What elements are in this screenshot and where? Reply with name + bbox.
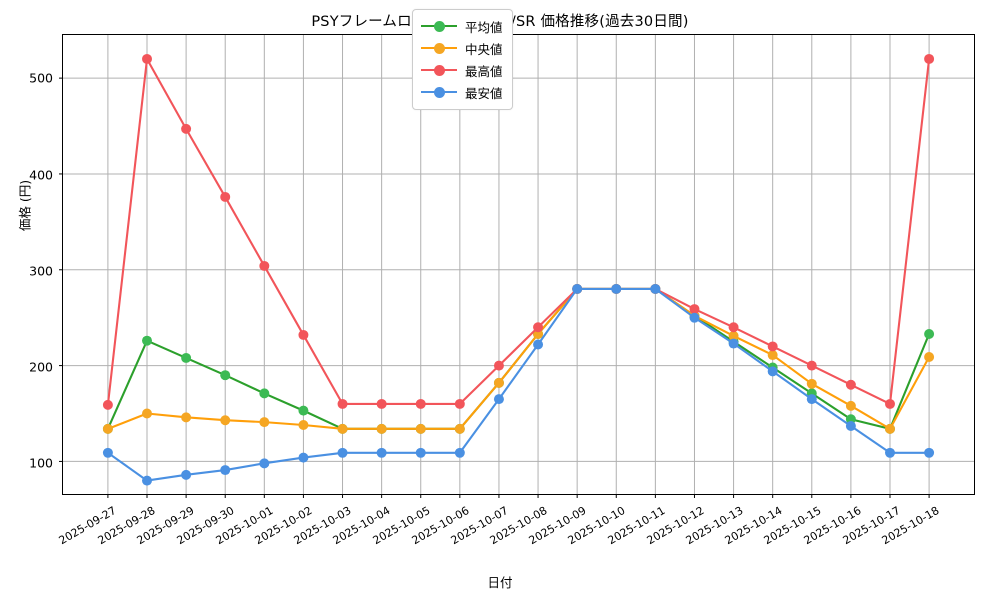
series-line (106, 287, 931, 430)
legend-marker-icon (421, 63, 457, 77)
legend-item[interactable]: 最高値 (421, 59, 503, 81)
y-tick-label: 100 (29, 455, 53, 471)
series-line (106, 57, 931, 406)
y-tick-label: 200 (29, 359, 53, 375)
data-point (689, 312, 700, 323)
data-point (142, 475, 152, 486)
x-tick-label: 2025-10-18 (879, 504, 942, 548)
data-point (142, 408, 152, 419)
data-point (806, 360, 817, 371)
plot-area: 100 200 300 400 500 2025-09-27 2025-09-28 2025… (29, 34, 975, 547)
data-point (845, 420, 856, 431)
data-point (885, 423, 895, 434)
legend-item[interactable]: 中央値 (421, 37, 503, 59)
data-point (298, 405, 309, 416)
data-point (454, 447, 465, 458)
data-point (220, 465, 231, 476)
series-line (106, 287, 931, 482)
data-point (259, 260, 270, 271)
data-point (493, 377, 504, 388)
data-point (924, 351, 935, 362)
data-point (767, 341, 778, 352)
data-point (181, 123, 192, 134)
data-point (298, 452, 309, 463)
data-point (142, 53, 152, 64)
data-point (415, 447, 426, 458)
data-point (454, 398, 465, 409)
data-point (337, 423, 348, 434)
data-point (142, 335, 152, 346)
data-point (259, 458, 270, 469)
legend-label: 最高値 (465, 63, 503, 79)
data-point (415, 398, 426, 409)
data-point (924, 53, 935, 64)
data-point (220, 415, 231, 426)
data-point (337, 398, 348, 409)
data-point (845, 400, 856, 411)
data-point (102, 399, 113, 410)
legend-label: 中央値 (465, 41, 503, 57)
data-point (376, 447, 387, 458)
data-point (493, 394, 504, 405)
y-tick-label: 500 (29, 70, 53, 86)
data-point (220, 370, 231, 381)
legend-marker-icon (421, 41, 457, 55)
data-point (220, 191, 231, 202)
data-point (298, 329, 309, 340)
series-lines (102, 53, 935, 486)
data-point (572, 283, 583, 294)
y-axis-label: 価格 (円) (17, 179, 33, 232)
data-point (924, 447, 935, 458)
data-point (885, 447, 895, 458)
data-point (102, 447, 113, 458)
data-point (493, 360, 504, 371)
data-point (259, 388, 270, 399)
data-point (376, 398, 387, 409)
legend-label: 平均値 (465, 19, 503, 35)
legend-item[interactable]: 平均値 (421, 15, 503, 37)
data-point (728, 322, 739, 333)
x-axis-label: 日付 (487, 575, 513, 590)
data-point (924, 328, 935, 339)
data-point (533, 339, 544, 350)
data-point (376, 423, 387, 434)
data-point (650, 283, 661, 294)
y-tick-label: 400 (29, 167, 53, 183)
data-point (845, 379, 856, 390)
data-point (181, 352, 192, 363)
data-point (767, 350, 778, 361)
data-point (728, 330, 739, 341)
data-point (337, 447, 348, 458)
data-point (806, 378, 817, 389)
data-point (181, 469, 192, 480)
chart-legend: 平均値中央値最高値最安値 (412, 9, 513, 110)
data-point (102, 423, 113, 434)
data-point (533, 322, 544, 333)
data-point (611, 283, 622, 294)
data-point (259, 417, 270, 428)
data-point (298, 420, 309, 430)
data-point (415, 423, 426, 434)
data-point (181, 412, 192, 423)
data-point (728, 338, 739, 349)
y-axis-ticks: 100 200 300 400 500 (29, 35, 974, 494)
data-point (806, 394, 817, 405)
legend-marker-icon (421, 85, 457, 99)
data-point (689, 304, 700, 315)
data-point (767, 366, 778, 377)
data-point (885, 398, 895, 409)
legend-marker-icon (421, 19, 457, 33)
data-point (454, 423, 465, 434)
legend-label: 最安値 (465, 85, 503, 101)
y-tick-label: 300 (29, 263, 53, 279)
legend-item[interactable]: 最安値 (421, 81, 503, 103)
